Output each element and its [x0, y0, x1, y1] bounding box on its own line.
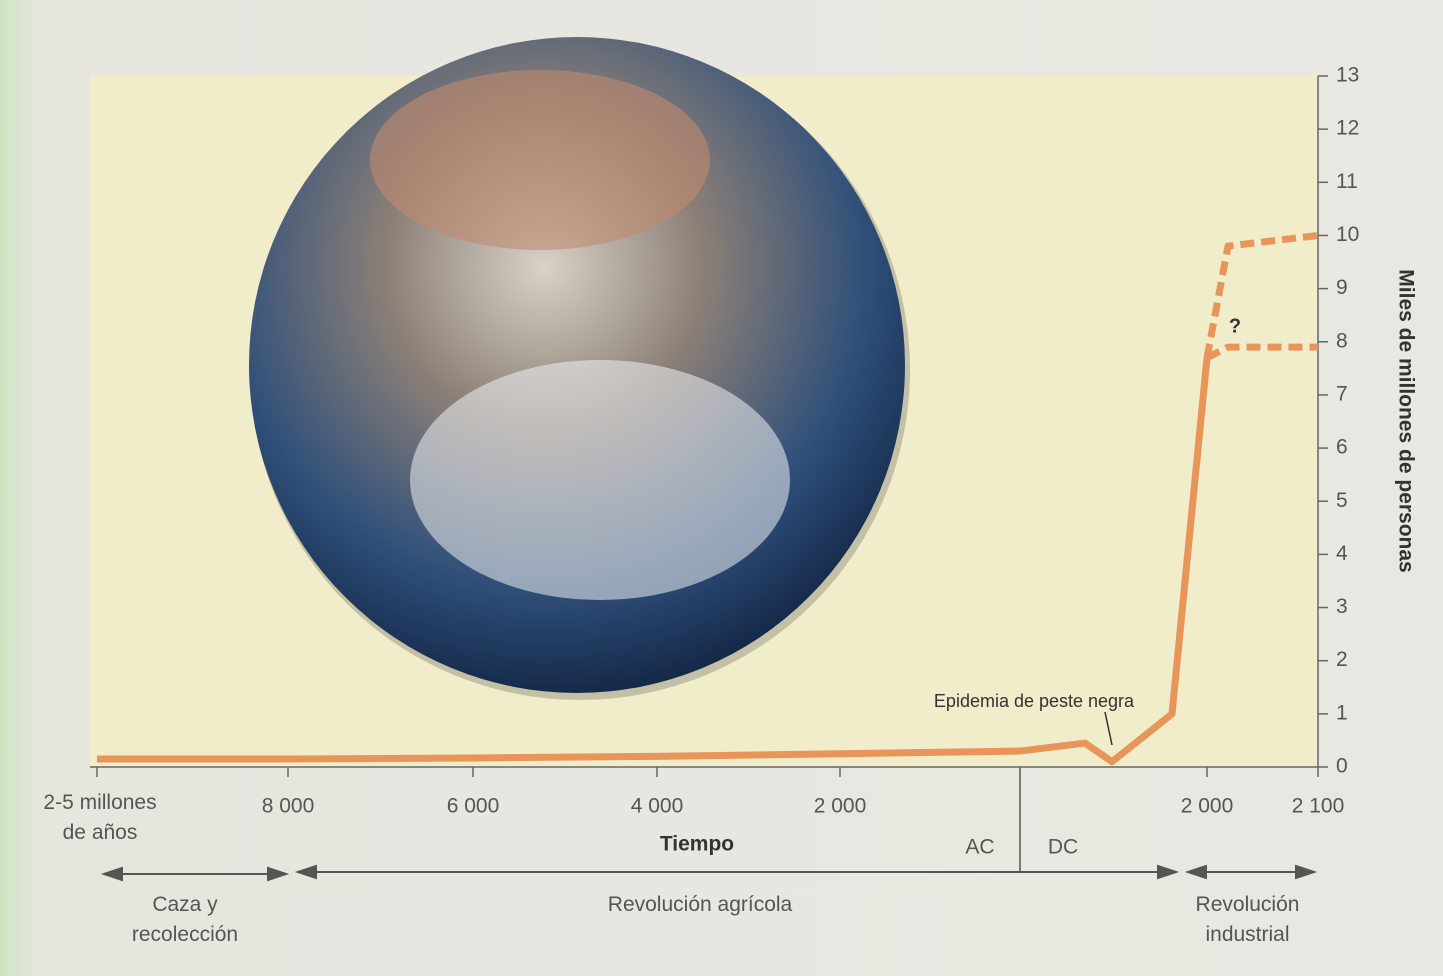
y-tick-label: 8 [1336, 329, 1348, 352]
y-tick-label: 12 [1336, 117, 1359, 140]
era-label: Revolución agrícola [607, 893, 793, 916]
y-tick-label: 2 [1336, 648, 1348, 671]
era-label: Caza y recolección [131, 893, 239, 947]
y-tick-label: 3 [1336, 595, 1348, 618]
annotation: ? [1229, 315, 1241, 337]
era-arrows [100, 864, 1318, 882]
earth-land [370, 70, 710, 250]
x-tick-label: 8 000 [262, 795, 315, 818]
data-line [1203, 231, 1319, 359]
data-line [1205, 343, 1318, 361]
x-tick-label: 2-5 millones de años [43, 791, 157, 845]
x-tick-label: 6 000 [447, 795, 500, 818]
y-tick-label: 5 [1336, 489, 1348, 512]
y-tick-label: 10 [1336, 223, 1359, 246]
y-tick-label: 4 [1336, 542, 1348, 565]
era-label: Revolución industrial [1195, 893, 1300, 947]
x-tick-label: 2 100 [1292, 795, 1345, 818]
y-tick-label: 9 [1336, 276, 1348, 299]
earth-clouds [410, 360, 790, 600]
ad-label: DC [1048, 836, 1078, 859]
x-axis-title: Tiempo [660, 833, 734, 856]
x-tick-label: 2 000 [1181, 795, 1234, 818]
x-tick-label: 4 000 [631, 795, 684, 818]
y-tick-label: 0 [1336, 755, 1348, 778]
data-line [97, 357, 1211, 766]
y-tick-label: 1 [1336, 701, 1348, 724]
y-tick-label: 11 [1336, 170, 1358, 193]
y-tick-label: 6 [1336, 436, 1348, 459]
x-tick-label: 2 000 [814, 795, 867, 818]
annotation-pointer [1104, 711, 1113, 746]
annotation: Epidemia de peste negra [934, 691, 1135, 711]
y-axis-title: Miles de millones de personas [1394, 269, 1417, 572]
y-tick-label: 13 [1336, 64, 1359, 87]
bc-label: AC [965, 836, 994, 859]
y-tick-label: 7 [1336, 382, 1348, 405]
